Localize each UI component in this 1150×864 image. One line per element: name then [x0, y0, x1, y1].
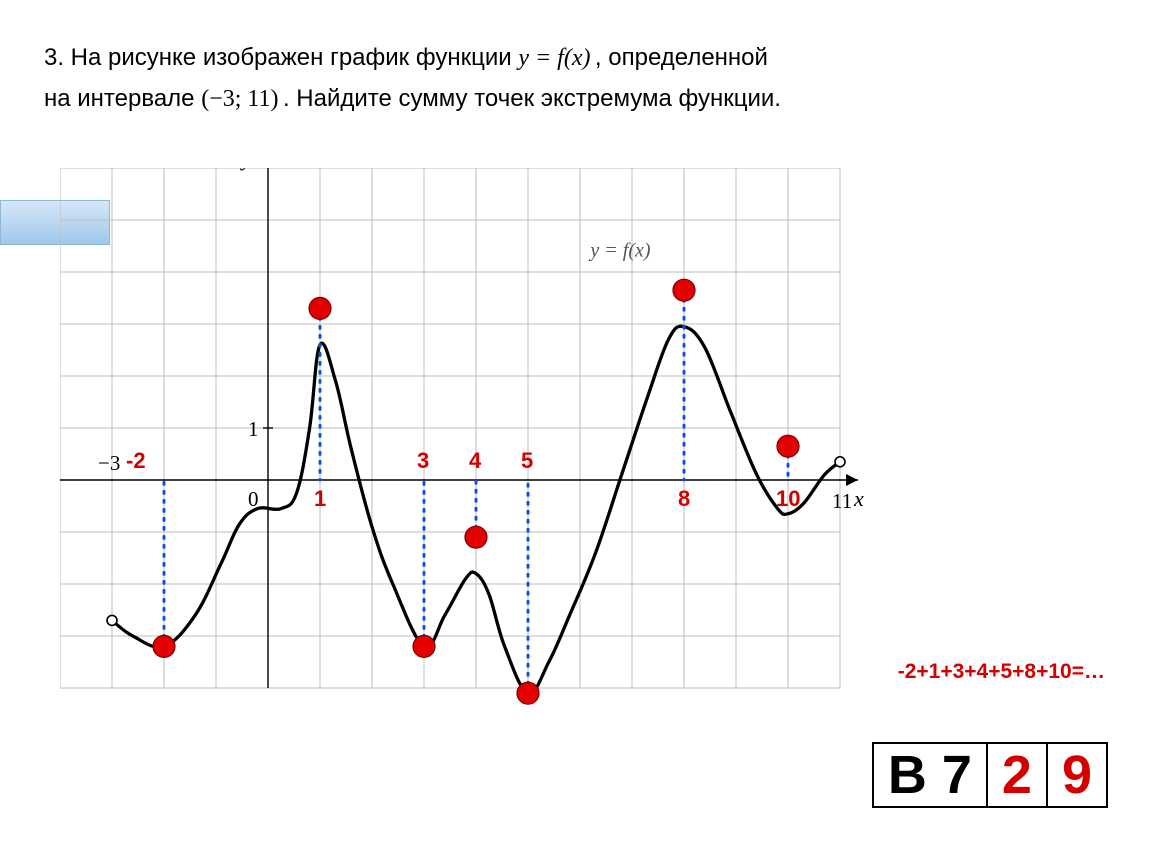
answer-digit-2: 9 — [1047, 743, 1107, 807]
svg-text:y = f(x): y = f(x) — [588, 239, 650, 261]
prompt-formula: y = f(x) — [518, 45, 590, 71]
svg-text:3: 3 — [417, 448, 429, 473]
answer-label: В 7 — [873, 743, 987, 807]
svg-text:8: 8 — [678, 486, 690, 511]
prompt-line1b: , определенной — [595, 44, 768, 71]
svg-text:11: 11 — [832, 489, 852, 513]
chart: yx−31110y = f(x)-21345810 — [60, 168, 890, 708]
svg-text:5: 5 — [521, 448, 533, 473]
answer-digit-1: 2 — [987, 743, 1047, 807]
svg-text:−3: −3 — [98, 451, 120, 475]
task-prompt: 3. На рисунке изображен график функции y… — [44, 38, 1110, 120]
svg-text:-2: -2 — [126, 448, 146, 473]
prompt-line1a: 3. На рисунке изображен график функции — [44, 44, 518, 71]
svg-text:10: 10 — [776, 486, 800, 511]
svg-text:1: 1 — [248, 417, 259, 441]
svg-text:1: 1 — [314, 486, 326, 511]
answer-box: В 7 2 9 — [872, 742, 1108, 808]
prompt-interval: (−3; 11) — [201, 86, 278, 112]
prompt-line2b: . Найдите сумму точек экстремума функции… — [283, 85, 781, 112]
prompt-line2a: на интервале — [44, 85, 201, 112]
svg-text:4: 4 — [469, 448, 482, 473]
svg-text:y: y — [240, 168, 252, 171]
sum-expression: -2+1+3+4+5+8+10=… — [898, 660, 1105, 684]
svg-text:x: x — [853, 486, 864, 511]
